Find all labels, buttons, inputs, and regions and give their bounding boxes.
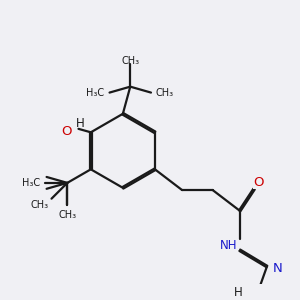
Text: NH: NH (220, 239, 238, 252)
Text: H₃C: H₃C (86, 88, 105, 98)
Text: CH₃: CH₃ (156, 88, 174, 98)
Text: CH₃: CH₃ (58, 210, 76, 220)
Text: O: O (61, 125, 72, 138)
Text: H: H (233, 286, 242, 299)
Text: H: H (76, 117, 84, 130)
Text: CH₃: CH₃ (30, 200, 49, 210)
Text: H₃C: H₃C (22, 178, 40, 188)
Text: N: N (273, 262, 283, 275)
Text: CH₃: CH₃ (121, 56, 139, 66)
Text: O: O (253, 176, 264, 189)
